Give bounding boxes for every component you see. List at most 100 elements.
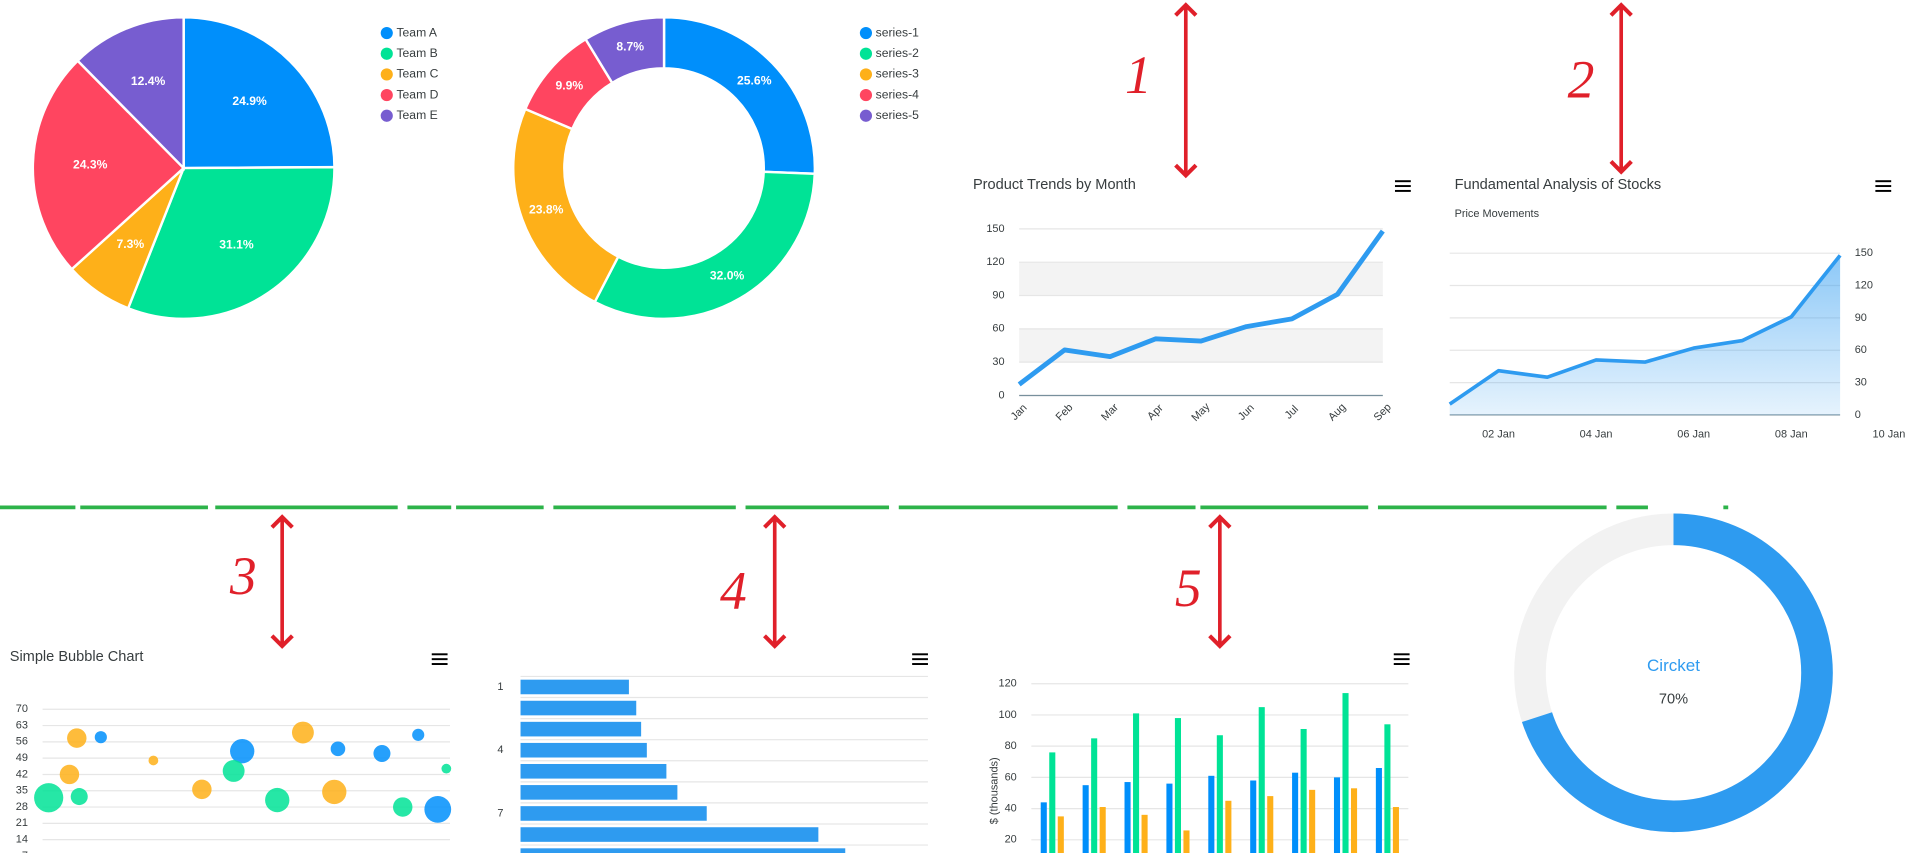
y-tick-label: 42 <box>16 768 28 780</box>
x-tick-label: Aug <box>1326 401 1348 423</box>
bar <box>1208 775 1215 853</box>
slice <box>75 16 185 172</box>
bar <box>1225 800 1232 853</box>
y-tick-label: 120 <box>1855 279 1873 291</box>
slice <box>593 170 817 321</box>
bubble <box>148 755 159 766</box>
legend-marker <box>380 68 393 81</box>
slice-label: 24.9% <box>232 94 267 108</box>
bar <box>520 848 846 853</box>
y-tick-label: 60 <box>1005 771 1017 783</box>
menu-icon[interactable] <box>1393 653 1410 665</box>
y-axis-title: $ (thousands) <box>989 757 1001 824</box>
bubble <box>265 787 290 813</box>
bubble <box>291 721 314 744</box>
x-tick-label: 02 Jan <box>1482 428 1515 440</box>
bubble <box>393 797 413 817</box>
bar <box>1333 777 1341 853</box>
chart-title: Simple Bubble Chart <box>10 649 144 665</box>
y-tick-label: 28 <box>16 801 28 813</box>
legend-label: Team E <box>396 108 437 122</box>
legend-label: series-1 <box>876 25 919 39</box>
bar <box>1124 782 1131 853</box>
x-tick-label: Jan <box>1009 402 1030 423</box>
legend-marker <box>859 47 873 60</box>
y-tick-label: 30 <box>1855 376 1867 388</box>
bar <box>1049 752 1056 853</box>
menu-icon[interactable] <box>912 653 928 665</box>
annotation: 4 <box>720 560 747 620</box>
bar <box>1267 796 1274 853</box>
y-tick-label: 150 <box>1855 247 1873 259</box>
slice-label: 9.9% <box>555 78 583 92</box>
bar <box>1040 802 1047 853</box>
bar <box>520 806 707 821</box>
y-tick-label: 1 <box>497 681 503 693</box>
legend-label: Team C <box>396 67 438 81</box>
y-tick-label: 120 <box>998 678 1016 690</box>
bar <box>520 721 642 737</box>
menu-icon[interactable] <box>1394 180 1411 192</box>
slice <box>31 59 186 271</box>
x-tick-label: 08 Jan <box>1775 428 1808 440</box>
chart-title: Fundamental Analysis of Stocks <box>1455 177 1662 193</box>
slice-label: 7.3% <box>117 237 145 251</box>
bar <box>1392 807 1399 853</box>
slice <box>182 16 336 170</box>
slice-label: 12.4% <box>131 74 166 88</box>
menu-icon[interactable] <box>431 653 448 665</box>
legend-label: Team D <box>396 87 438 101</box>
bubble <box>424 795 452 823</box>
x-tick-label: 10 Jan <box>1872 428 1905 440</box>
annotation: 1 <box>1125 45 1152 105</box>
x-tick-label: 04 Jan <box>1580 428 1613 440</box>
legend-label: series-5 <box>876 108 919 122</box>
x-tick-label: May <box>1189 401 1212 424</box>
bar <box>1174 718 1181 853</box>
bar <box>1166 783 1173 853</box>
legend-marker <box>859 68 873 81</box>
bar <box>520 827 819 842</box>
y-tick-label: 150 <box>986 223 1004 235</box>
slice-label: 8.7% <box>616 40 644 54</box>
legend-label: series-4 <box>876 87 919 101</box>
y-tick-label: 0 <box>998 389 1004 401</box>
legend-marker <box>380 89 393 102</box>
legend-label: Team B <box>396 46 437 60</box>
radial-bar <box>1521 513 1833 833</box>
y-tick-label: 70 <box>16 703 28 715</box>
radial-label: Circket <box>1647 656 1700 675</box>
legend-label: Team A <box>396 25 437 39</box>
slice-label: 32.0% <box>710 268 745 282</box>
slice <box>662 16 817 175</box>
bubble <box>94 731 107 744</box>
x-tick-label: 06 Jan <box>1677 428 1710 440</box>
bubble <box>373 744 391 763</box>
y-tick-label: 0 <box>1855 409 1861 421</box>
legend-label: series-2 <box>876 46 919 60</box>
bar <box>1141 814 1148 853</box>
annotation: 3 <box>229 546 257 606</box>
bubble <box>67 728 87 748</box>
y-tick-label: 20 <box>1005 834 1017 846</box>
bubble <box>59 764 80 785</box>
slice <box>583 16 666 85</box>
legend-label: series-3 <box>876 67 919 81</box>
chart-title: Product Trends by Month <box>973 177 1136 193</box>
bar <box>1300 728 1307 853</box>
bar <box>1309 789 1316 853</box>
y-tick-label: 7 <box>497 807 503 819</box>
bubble <box>322 779 347 805</box>
legend-marker <box>380 26 393 40</box>
bar <box>1350 788 1358 853</box>
menu-icon[interactable] <box>1875 180 1892 192</box>
bubble <box>222 760 245 782</box>
x-tick-label: Apr <box>1145 402 1166 423</box>
bubble <box>34 783 64 813</box>
bar <box>1082 785 1089 853</box>
bar <box>520 763 667 779</box>
y-tick-label: 60 <box>992 323 1004 335</box>
grid-band <box>1019 262 1383 296</box>
bubble <box>192 779 212 800</box>
